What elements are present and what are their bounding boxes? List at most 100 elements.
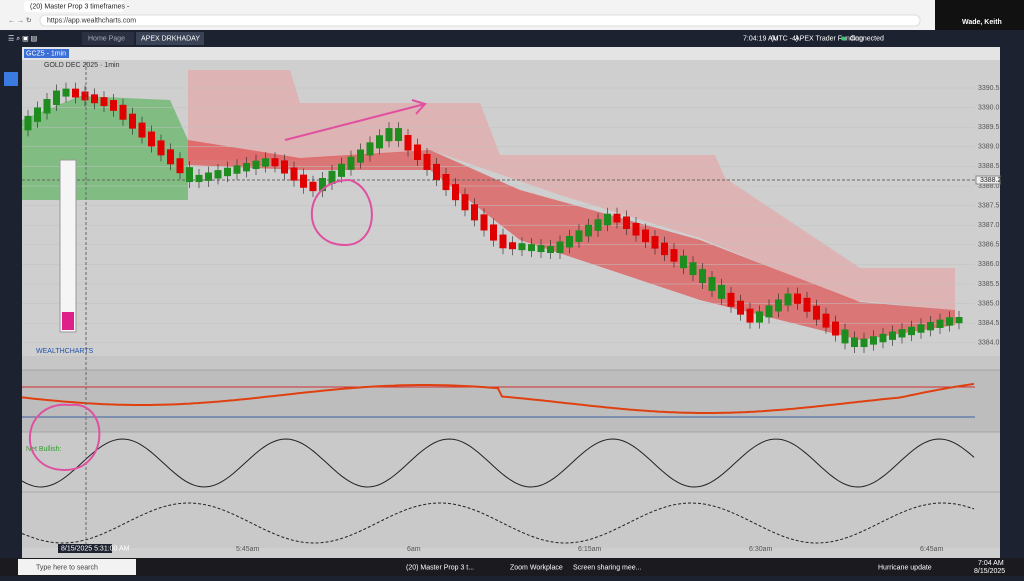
candle xyxy=(385,128,393,142)
price-label: 3389.5 xyxy=(978,124,1000,131)
user-box xyxy=(935,0,1024,30)
app-tab-label: APEX DRKHADAY xyxy=(141,35,200,42)
candle xyxy=(936,319,944,328)
symbol-tab[interactable] xyxy=(24,49,69,58)
candle xyxy=(594,219,602,231)
task-app[interactable]: Zoom Workplace xyxy=(510,564,563,571)
search-box[interactable] xyxy=(18,559,136,575)
candle xyxy=(480,214,488,231)
candle xyxy=(898,329,906,338)
candle xyxy=(319,178,326,192)
candle xyxy=(784,293,792,306)
candle xyxy=(528,244,535,252)
pen-annotation xyxy=(284,99,427,247)
candle xyxy=(110,100,117,111)
candle xyxy=(461,194,469,211)
price-label: 3390.0 xyxy=(978,104,1000,111)
status: Connected xyxy=(850,35,884,42)
nav-back[interactable]: ← → ↻ xyxy=(8,17,32,24)
address-bar[interactable] xyxy=(39,14,921,27)
price-label: 3385.5 xyxy=(978,281,1000,288)
candle xyxy=(775,299,782,312)
candle xyxy=(233,165,241,174)
task-app[interactable]: (20) Master Prop 3 t... xyxy=(406,564,474,571)
candle xyxy=(670,249,678,262)
candle xyxy=(537,245,545,253)
price-label: 3384.5 xyxy=(978,320,1000,327)
candle xyxy=(252,160,260,169)
candle xyxy=(737,300,744,315)
time-label: 6:15am xyxy=(578,546,602,553)
candle xyxy=(243,163,250,172)
time-label: 6am xyxy=(407,546,421,553)
search: Type here to search xyxy=(36,564,98,571)
oscillator xyxy=(21,502,975,544)
task-app[interactable]: Screen sharing mee... xyxy=(573,564,642,571)
add-button[interactable] xyxy=(4,72,18,86)
price-label: 3387.5 xyxy=(978,202,1000,209)
price-label: 3387.0 xyxy=(978,222,1000,229)
candle xyxy=(119,104,127,120)
taskbar xyxy=(0,558,1024,576)
candle xyxy=(689,262,697,276)
symbol: GCZ5 - 1min xyxy=(26,50,66,57)
candle xyxy=(442,174,450,191)
candle xyxy=(176,158,184,174)
weather: Hurricane update xyxy=(878,564,932,571)
candle xyxy=(81,91,89,101)
candle xyxy=(91,94,98,104)
oscillator xyxy=(21,382,975,414)
pane xyxy=(22,432,1000,492)
cursor-time: 8/15/2025 5:31:00 AM xyxy=(61,545,130,552)
candle xyxy=(680,255,687,269)
price-label: 3386.0 xyxy=(978,261,1000,268)
candle xyxy=(262,158,269,167)
app-tab[interactable] xyxy=(136,32,204,45)
price-label: 3389.0 xyxy=(978,144,1000,151)
candle xyxy=(309,181,317,192)
candle xyxy=(347,156,355,170)
price-label: 3388.0 xyxy=(978,183,1000,190)
time-label: 6:30am xyxy=(749,546,773,553)
candle xyxy=(214,170,222,179)
candle xyxy=(423,154,431,170)
candle xyxy=(328,170,336,184)
candle xyxy=(395,128,402,141)
time-label: 6:45am xyxy=(920,546,944,553)
candle xyxy=(138,122,146,138)
candle xyxy=(509,242,516,250)
browser-tab[interactable] xyxy=(24,1,124,12)
candle xyxy=(24,115,32,131)
candle xyxy=(623,216,630,229)
price-label: 3390.5 xyxy=(978,85,1000,92)
color-swatch[interactable] xyxy=(62,312,74,330)
candle xyxy=(376,135,383,149)
candle xyxy=(632,223,640,236)
candle xyxy=(794,293,801,304)
candle xyxy=(718,284,725,299)
chart-title: GOLD DEC 2025 · 1min xyxy=(44,62,120,69)
candle xyxy=(566,235,573,248)
app-tab[interactable] xyxy=(82,32,134,45)
cursor-time-box xyxy=(58,544,112,553)
candle xyxy=(300,174,307,188)
price-label: 3388.5 xyxy=(978,163,1000,170)
pen-annotation xyxy=(29,403,101,472)
candle xyxy=(499,234,507,249)
candle xyxy=(186,167,193,183)
broker: APEX Trader Funding xyxy=(795,35,863,42)
candle xyxy=(813,305,820,320)
pane xyxy=(22,370,1000,432)
candle xyxy=(746,308,754,323)
candle xyxy=(661,242,668,256)
tray-time: 7:04 AM xyxy=(978,560,1004,567)
app-bar xyxy=(0,30,1024,47)
candle xyxy=(765,305,773,318)
indicator-label: Net Bullish: xyxy=(26,446,61,453)
menu-icons[interactable]: ☰ ⌕ ▣ ▤ xyxy=(8,35,37,42)
candle xyxy=(927,322,934,331)
candle xyxy=(338,163,345,177)
current-price: 3388.2 xyxy=(980,177,1002,184)
candle xyxy=(946,317,953,326)
